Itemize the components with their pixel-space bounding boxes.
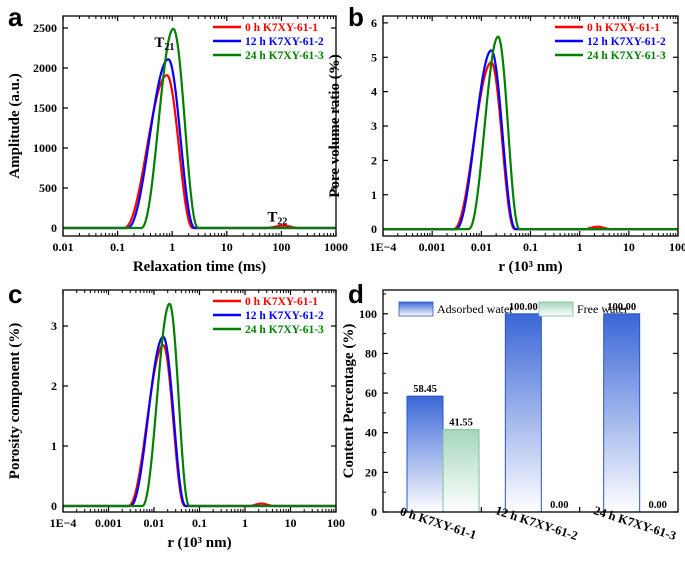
y-tick-label: 3 xyxy=(51,319,57,333)
panel-a: 0 500 1000 1500 2000 2500 0.01 0.1 1 10 100 1000 Rel… xyxy=(7,16,348,275)
y-tick-label: 40 xyxy=(365,426,377,440)
panel-label-d: d xyxy=(348,279,364,309)
legend-label-adsorbed: Adsorbed water xyxy=(437,302,513,316)
panel-label-b: b xyxy=(348,2,364,32)
legend-label-free: Free water xyxy=(577,302,628,316)
data-label: 58.45 xyxy=(413,384,437,395)
bar-adsorbed-2 xyxy=(504,313,542,513)
panel-label-c: c xyxy=(8,279,22,309)
x-tick-label: 1E−4 xyxy=(50,516,77,530)
panel-c: 0 1 2 3 1E−4 0.001 0.01 0.1 1 10 100 r (10³ nm) Poro… xyxy=(7,290,345,551)
bar-adsorbed-3 xyxy=(603,313,641,513)
panel-label-a: a xyxy=(8,2,23,32)
x-axis-label: r (10³ nm) xyxy=(167,535,231,551)
series-line-2 xyxy=(383,49,679,231)
series-line-2 xyxy=(63,335,336,508)
x-tick-label: 1 xyxy=(242,516,248,530)
x-tick-label: 10 xyxy=(221,240,233,254)
y-tick-label: 20 xyxy=(365,465,377,479)
legend-label-2: 12 h K7XY-61-2 xyxy=(245,36,324,48)
data-label: 100.00 xyxy=(607,302,636,313)
x-tick-label: 0.01 xyxy=(471,240,492,254)
legend-label-1: 0 h K7XY-61-1 xyxy=(245,296,318,308)
legend-label-2: 12 h K7XY-61-2 xyxy=(245,310,324,322)
bar-free-1 xyxy=(442,429,480,513)
y-tick-label: 60 xyxy=(365,386,377,400)
y-tick-label: 0 xyxy=(51,499,57,513)
annotation-T22: T22 xyxy=(267,210,287,228)
legend-label-3: 24 h K7XY-61-3 xyxy=(587,50,666,62)
legend-swatch-free xyxy=(538,301,574,317)
panel-c-frame xyxy=(62,289,337,513)
y-axis-label: Content Percentage (%) xyxy=(341,324,357,479)
y-tick-label: 2000 xyxy=(33,61,57,75)
y-tick-label: 100 xyxy=(359,307,377,321)
x-tick-label: 10 xyxy=(623,240,635,254)
x-tick-label: 0.1 xyxy=(523,240,538,254)
x-tick-label: 0.1 xyxy=(192,516,207,530)
legend-label-2: 12 h K7XY-61-2 xyxy=(587,36,666,48)
panel-a-frame xyxy=(62,15,337,237)
x-tick-label: 100 xyxy=(669,240,685,254)
data-label: 0.00 xyxy=(550,500,568,511)
x-tick-label: 1 xyxy=(169,240,175,254)
series-line-3 xyxy=(63,302,336,508)
y-axis-label: Pore volume ratio (%) xyxy=(327,54,343,197)
x-tick-label: 100 xyxy=(272,240,290,254)
data-label: 41.55 xyxy=(449,418,473,429)
y-tick-label: 4 xyxy=(371,85,377,99)
panel-b-frame xyxy=(382,15,679,237)
y-tick-label: 5 xyxy=(371,50,377,64)
x-tick-label: 0.01 xyxy=(53,240,74,254)
y-tick-label: 2 xyxy=(371,153,377,167)
series-line-1 xyxy=(63,74,336,230)
x-tick-label: 1000 xyxy=(324,240,348,254)
y-tick-label: 0 xyxy=(371,222,377,236)
bar-adsorbed-1 xyxy=(406,395,444,513)
x-tick-label: 1 xyxy=(577,240,583,254)
x-tick-label: 1E−4 xyxy=(370,240,397,254)
y-tick-label: 1500 xyxy=(33,101,57,115)
series-line-1 xyxy=(383,61,679,231)
legend-label-1: 0 h K7XY-61-1 xyxy=(587,22,660,34)
y-tick-label: 2 xyxy=(51,379,57,393)
y-tick-label: 6 xyxy=(371,16,377,30)
y-tick-label: 2500 xyxy=(33,21,57,35)
y-tick-label: 80 xyxy=(365,346,377,360)
y-axis-label: Amplitude (a.u.) xyxy=(7,73,23,178)
legend-label-3: 24 h K7XY-61-3 xyxy=(245,50,324,62)
y-tick-label: 0 xyxy=(51,221,57,235)
series-line-2 xyxy=(63,58,336,230)
x-tick-label: 10 xyxy=(285,516,297,530)
series-line-3 xyxy=(383,35,679,231)
x-tick-label: 0.01 xyxy=(144,516,165,530)
x-tick-label: 0.1 xyxy=(110,240,125,254)
data-label: 0.00 xyxy=(648,500,666,511)
series-line-1 xyxy=(63,344,336,508)
x-tick-label: 0.001 xyxy=(419,240,446,254)
legend-label-3: 24 h K7XY-61-3 xyxy=(245,324,324,336)
y-tick-label: 0 xyxy=(371,505,377,519)
annotation-T21: T21 xyxy=(154,35,174,53)
y-tick-label: 1 xyxy=(371,188,377,202)
legend-label-1: 0 h K7XY-61-1 xyxy=(245,22,318,34)
panel-d-frame xyxy=(382,289,679,513)
x-axis-label: Relaxation time (ms) xyxy=(133,259,266,275)
data-label: 100.00 xyxy=(509,302,538,313)
x-tick-label: 0.001 xyxy=(95,516,122,530)
series-line-3 xyxy=(63,27,336,230)
y-tick-label: 1 xyxy=(51,439,57,453)
y-axis-label: Porosity component (%) xyxy=(7,323,23,479)
x-axis-label: r (10³ nm) xyxy=(498,259,562,275)
y-tick-label: 500 xyxy=(39,181,57,195)
y-tick-label: 3 xyxy=(371,119,377,133)
x-tick-label: 100 xyxy=(327,516,345,530)
legend-swatch-adsorbed xyxy=(398,301,434,317)
y-tick-label: 1000 xyxy=(33,141,57,155)
